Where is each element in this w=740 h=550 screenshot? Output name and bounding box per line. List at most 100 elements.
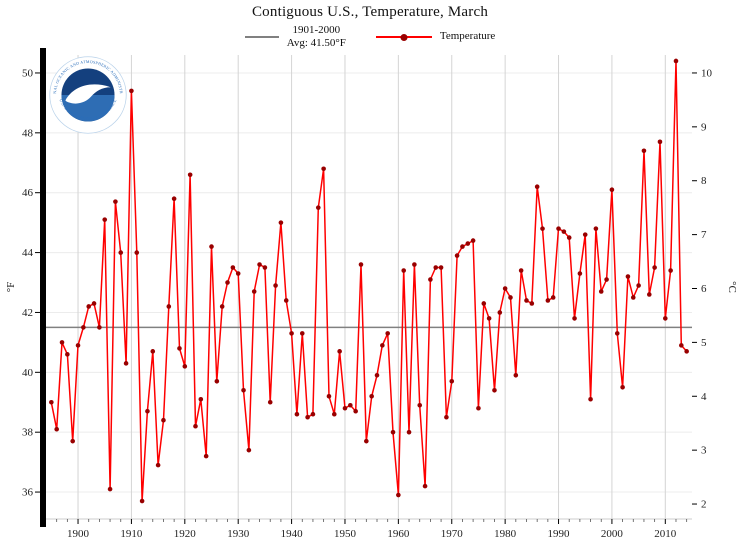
data-point-marker	[70, 438, 75, 444]
data-point-marker	[545, 298, 551, 303]
y-tick-label-c: 6	[701, 283, 707, 295]
data-point-marker	[524, 298, 529, 303]
data-point-marker	[97, 325, 102, 330]
y-axis-right: 2 3 4 5 6 7 8 9 10	[692, 67, 713, 511]
data-point-marker	[289, 331, 294, 336]
y-axis-spine-bar	[40, 48, 46, 527]
data-point-marker	[171, 196, 177, 201]
data-point-marker	[550, 295, 556, 300]
data-point-marker	[572, 316, 577, 321]
data-point-marker	[139, 498, 145, 504]
data-point-marker	[369, 393, 374, 399]
x-tick-label: 1960	[387, 528, 410, 540]
x-tick-label: 1970	[441, 528, 464, 540]
data-point-marker	[166, 304, 172, 309]
x-tick-label: 1920	[174, 528, 197, 540]
data-point-marker	[673, 58, 679, 64]
y-tick-label-f: 48	[22, 127, 34, 139]
y-tick-label-f: 44	[22, 247, 34, 259]
y-tick-label-c: 3	[701, 445, 707, 457]
data-point-marker	[449, 378, 455, 384]
x-tick-label: 1910	[120, 528, 143, 540]
y-tick-label-f: 36	[22, 487, 34, 499]
data-point-marker	[214, 378, 220, 384]
data-point-marker	[331, 411, 337, 417]
data-point-marker	[609, 187, 615, 193]
x-tick-label: 1980	[494, 528, 517, 540]
data-point-marker	[668, 268, 673, 273]
data-point-marker	[118, 250, 124, 255]
data-point-marker	[513, 373, 519, 378]
x-tick-label: 1940	[281, 528, 304, 540]
data-point-marker	[561, 229, 567, 234]
data-point-marker	[636, 283, 641, 288]
legend-item-average: 1901-2000 Avg: 41.50°F	[244, 24, 346, 49]
y-axis-left: 36 38 40 42 44 46 48 50	[22, 67, 40, 499]
x-tick-label: 1930	[227, 528, 250, 540]
data-point-marker	[646, 292, 652, 297]
x-tick-label: 1950	[334, 528, 357, 540]
data-point-marker	[294, 411, 300, 417]
data-point-marker	[267, 399, 273, 405]
y-tick-label-c: 5	[701, 337, 707, 349]
data-point-marker	[193, 423, 198, 429]
chart-title: Contiguous U.S., Temperature, March	[251, 4, 489, 20]
y-tick-label-c: 9	[701, 121, 707, 133]
data-point-marker	[684, 349, 689, 354]
data-point-marker	[198, 396, 204, 402]
data-point-marker	[534, 184, 540, 190]
data-point-marker	[225, 280, 230, 285]
data-point-marker	[182, 364, 188, 369]
data-point-marker	[187, 172, 193, 178]
y-tick-label-f: 38	[22, 427, 34, 439]
data-point-marker	[91, 301, 97, 306]
legend-average-label: 1901-2000 Avg: 41.50°F	[286, 24, 346, 49]
data-point-marker	[598, 289, 604, 294]
x-tick-label: 2010	[654, 528, 677, 540]
legend-temperature-marker-icon	[400, 33, 408, 41]
data-point-marker	[203, 453, 209, 459]
data-point-marker	[540, 226, 545, 231]
data-point-marker	[380, 343, 385, 348]
temperature-series	[49, 58, 689, 504]
legend-temperature-line-swatch	[375, 33, 432, 41]
y-tick-label-c: 7	[701, 229, 707, 241]
data-point-marker	[486, 316, 492, 321]
data-point-marker	[454, 253, 460, 258]
data-point-marker	[556, 226, 561, 231]
y-axis-left-unit-label: °F	[5, 282, 17, 293]
data-point-marker	[86, 304, 92, 309]
data-point-marker	[81, 325, 86, 330]
data-point-marker	[337, 349, 342, 354]
data-point-marker	[134, 250, 140, 255]
logo-bird-icon	[65, 84, 111, 104]
data-point-marker	[593, 226, 599, 231]
data-point-marker	[518, 268, 524, 273]
data-point-marker	[155, 462, 161, 468]
data-point-marker	[625, 274, 631, 279]
data-point-marker	[390, 429, 396, 435]
data-point-marker	[113, 199, 118, 204]
y-axis-right-unit-label: °C	[726, 281, 738, 293]
data-point-marker	[49, 399, 54, 405]
data-point-marker	[465, 241, 471, 246]
data-point-marker	[150, 349, 156, 354]
data-point-marker	[614, 331, 620, 336]
data-point-marker	[305, 414, 310, 420]
data-point-marker	[641, 148, 647, 154]
y-tick-label-f: 40	[22, 367, 34, 379]
data-point-marker	[582, 232, 588, 237]
data-point-marker	[315, 205, 321, 210]
data-point-marker	[219, 304, 225, 309]
data-point-marker	[374, 373, 380, 378]
data-point-marker	[348, 402, 353, 408]
data-point-marker	[246, 447, 252, 453]
data-point-marker	[241, 387, 246, 393]
data-point-marker	[59, 340, 65, 345]
data-point-marker	[630, 295, 636, 300]
data-point-marker	[406, 429, 412, 435]
data-point-marker	[321, 166, 326, 172]
data-point-marker	[588, 396, 593, 402]
data-point-marker	[417, 402, 423, 408]
